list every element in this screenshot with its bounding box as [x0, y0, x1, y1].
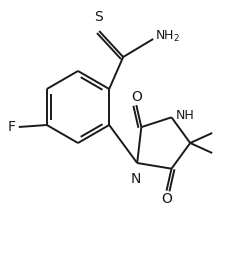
- Text: S: S: [94, 10, 103, 24]
- Text: NH$_2$: NH$_2$: [155, 28, 180, 44]
- Text: N: N: [131, 172, 141, 186]
- Text: F: F: [8, 120, 16, 134]
- Text: O: O: [131, 90, 142, 104]
- Text: O: O: [161, 192, 172, 206]
- Text: NH: NH: [176, 109, 194, 122]
